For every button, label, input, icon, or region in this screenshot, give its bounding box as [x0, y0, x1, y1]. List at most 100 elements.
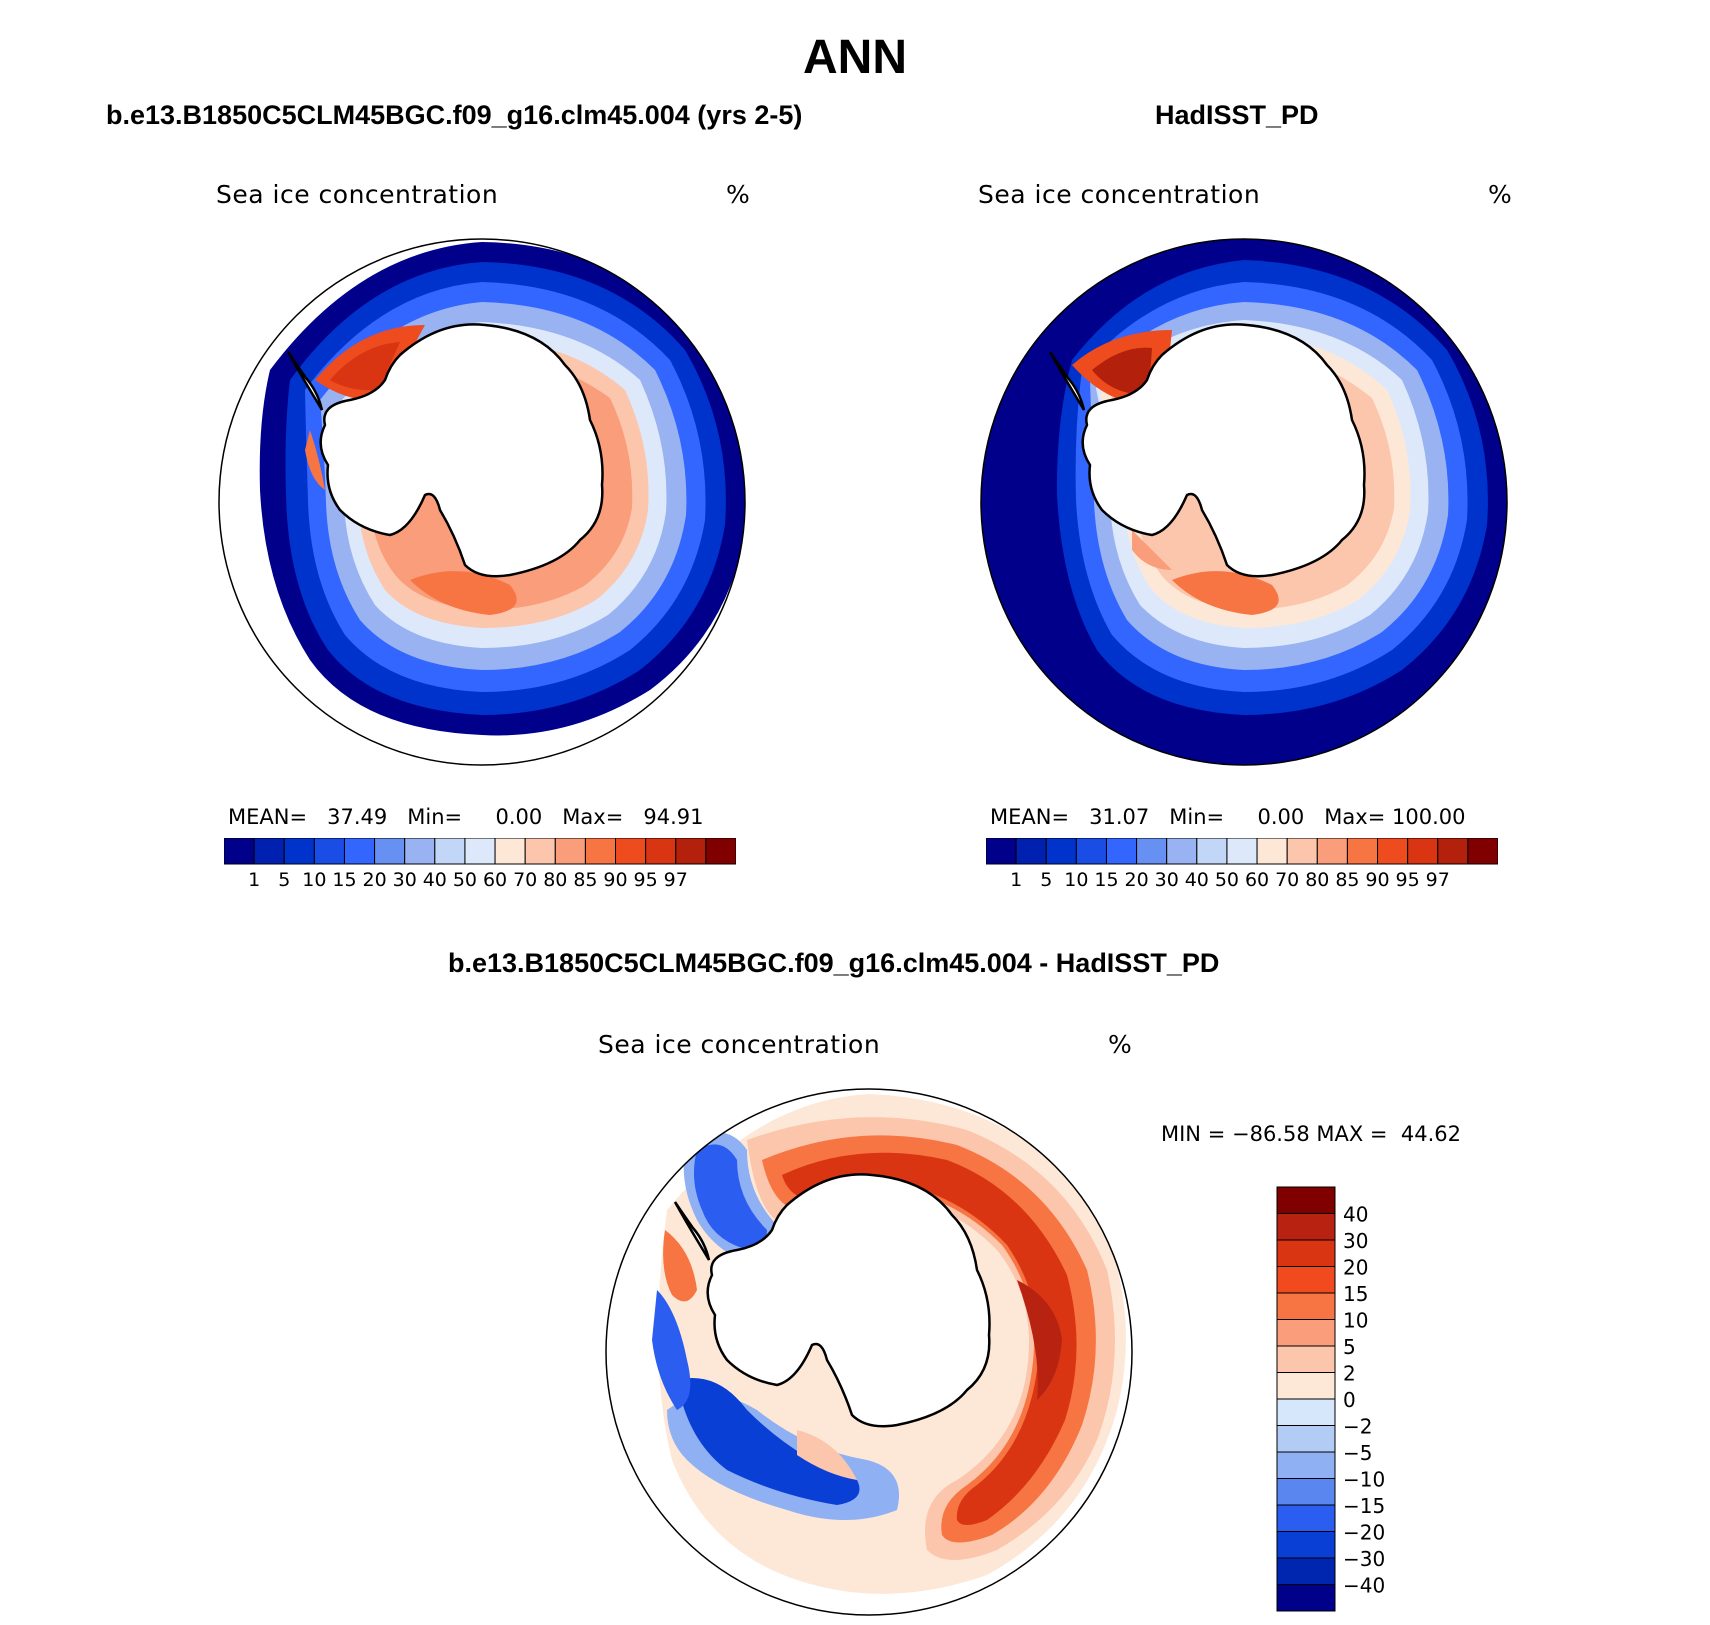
panel-1-colorbar-tick-label: 60: [483, 869, 507, 888]
difference-colorbar-tick-label: 40: [1343, 1203, 1368, 1227]
panel-1-colorbar-tick-label: 40: [423, 869, 447, 888]
difference-colorbar-swatch: [1276, 1239, 1336, 1267]
panel-2-max-value: 100.00: [1392, 805, 1466, 829]
panel-2-colorbar-tick-label: 40: [1185, 869, 1209, 888]
panel-1-colorbar: 1 5 10 15 20 30 40 50 60 70 80 85 90 95 97: [224, 838, 736, 888]
panel-2-colorbar-swatch: [1256, 838, 1288, 865]
panel-2-colorbar-swatch: [1196, 838, 1228, 865]
difference-max-label: MAX =: [1316, 1122, 1388, 1146]
panel-2-units-label: %: [1488, 180, 1513, 209]
panel-1-antarctica-outline: [319, 323, 604, 578]
panel-2-mean-label: MEAN=: [990, 805, 1070, 829]
difference-colorbar-tick-label: −10: [1343, 1468, 1385, 1492]
panel-2-colorbar-tick-label: 10: [1064, 869, 1088, 888]
panel-2-colorbar-swatch: [1105, 838, 1138, 865]
difference-colorbar-swatch: [1276, 1266, 1336, 1294]
difference-colorbar-tick-label: −30: [1343, 1547, 1385, 1571]
panel-1-colorbar-swatch: [494, 838, 526, 865]
difference-colorbar-swatch: [1276, 1504, 1336, 1532]
panel-1-colorbar-swatch: [675, 838, 707, 865]
difference-colorbar-swatch: [1276, 1213, 1336, 1241]
panel-1-colorbar-tick-label: 20: [362, 869, 386, 888]
panel-1-colorbar-tick-label: 90: [603, 869, 627, 888]
panel-2-colorbar-swatch: [1316, 838, 1348, 865]
panel-1-colorbar-swatch: [464, 838, 496, 865]
panel-2-colorbar-tick-label: 60: [1245, 869, 1269, 888]
difference-colorbar-tick-label: 10: [1343, 1309, 1368, 1333]
difference-colorbar-tick-label: 5: [1343, 1335, 1356, 1359]
panel-2-colorbar-swatch: [1015, 838, 1047, 865]
difference-colorbar-tick-label: 0: [1343, 1388, 1356, 1412]
panel-1-colorbar-tick-label: 5: [278, 869, 290, 888]
panel-2-colorbar-swatch: [1075, 838, 1107, 865]
panel-1-colorbar-swatch: [554, 838, 586, 865]
panel-1-colorbar-swatch: [374, 838, 406, 865]
panel-1-colorbar-swatch: [434, 838, 466, 865]
panel-1-colorbar-tick-label: 15: [332, 869, 356, 888]
difference-colorbar-tick-label: −40: [1343, 1574, 1385, 1598]
difference-colorbar-swatch: [1276, 1451, 1336, 1479]
panel-2-colorbar-swatch: [1226, 838, 1258, 865]
panel-1-max-label: Max=: [562, 805, 624, 829]
difference-colorbar-tick-label: 20: [1343, 1256, 1368, 1280]
panel-1-colorbar-swatch: [253, 838, 285, 865]
panel-2-ice-field: [981, 239, 1507, 765]
panel-2-colorbar-swatch: [986, 838, 1017, 865]
panel-2-max-label: Max=: [1324, 805, 1386, 829]
panel-1-max-value: 94.91: [643, 805, 704, 829]
panel-1-mean-value: 37.49: [327, 805, 388, 829]
panel-1-colorbar-tick-label: 30: [393, 869, 417, 888]
panel-1-ice-field: [219, 239, 745, 765]
panel-2-colorbar-tick-label: 5: [1040, 869, 1052, 888]
panel-1-colorbar-swatch: [615, 838, 647, 865]
difference-variable-label: Sea ice concentration: [598, 1030, 881, 1059]
difference-colorbar-swatch: [1276, 1398, 1336, 1426]
panel-2-map-boundary: [980, 238, 1508, 766]
panel-1-units-label: %: [726, 180, 751, 209]
difference-antarctica-outline: [706, 1173, 991, 1428]
panel-1-colorbar-tick-label: 1: [248, 869, 260, 888]
panel-2-colorbar-swatch: [1136, 838, 1168, 865]
panel-2-colorbar-swatch: [1166, 838, 1198, 865]
difference-colorbar-tick-label: −2: [1343, 1415, 1372, 1439]
difference-colorbar-swatch: [1276, 1531, 1336, 1559]
difference-colorbar-tick-label: −5: [1343, 1441, 1372, 1465]
panel-2-colorbar: 1 5 10 15 20 30 40 50 60 70 80 85 90 95 97: [986, 838, 1498, 888]
difference-colorbar-swatch: [1276, 1425, 1336, 1453]
panel-1-colorbar-tick-label: 10: [302, 869, 326, 888]
panel-2-colorbar-tick-label: 95: [1396, 869, 1420, 888]
difference-colorbar-tick-label: −20: [1343, 1521, 1385, 1545]
panel-2-case-title: HadISST_PD: [1155, 100, 1319, 130]
difference-colorbar-tick-label: −15: [1343, 1494, 1385, 1518]
panel-1-colorbar-swatch: [584, 838, 617, 865]
panel-2-colorbar-tick-label: 15: [1094, 869, 1118, 888]
panel-1-map-boundary: [218, 238, 746, 766]
difference-colorbar-swatch: [1276, 1345, 1336, 1373]
panel-2-mean-value: 31.07: [1089, 805, 1150, 829]
panel-2-colorbar-tick-label: 90: [1365, 869, 1389, 888]
difference-max-value: 44.62: [1400, 1122, 1462, 1146]
panel-2-colorbar-swatch: [1407, 838, 1439, 865]
page-title: ANN: [803, 31, 907, 84]
difference-colorbar-swatch: [1276, 1557, 1336, 1585]
panel-1-colorbar-swatch: [343, 838, 376, 865]
difference-units-label: %: [1108, 1030, 1133, 1059]
difference-colorbar-tick-label: 2: [1343, 1362, 1356, 1386]
panel-1-variable-label: Sea ice concentration: [216, 180, 499, 209]
panel-2-polar-map: [980, 238, 1508, 766]
panel-1-polar-map: [218, 238, 746, 766]
panel-2-antarctica-outline: [1081, 323, 1366, 578]
difference-min-label: MIN =: [1161, 1122, 1226, 1146]
panel-1-colorbar-tick-label: 70: [513, 869, 537, 888]
difference-colorbar-swatch: [1276, 1584, 1336, 1612]
panel-1-colorbar-swatch: [283, 838, 315, 865]
panel-1-colorbar-tick-label: 97: [664, 869, 688, 888]
difference-colorbar-swatch: [1276, 1292, 1336, 1320]
panel-1-colorbar-swatch: [705, 838, 736, 865]
difference-colorbar-swatch: [1276, 1319, 1336, 1347]
difference-case-title: b.e13.B1850C5CLM45BGC.f09_g16.clm45.004 …: [448, 948, 1220, 978]
difference-polar-map: [605, 1088, 1133, 1616]
panel-1-colorbar-swatch: [224, 838, 255, 865]
difference-min-max: MIN = −86.58 MAX = 44.62: [1161, 1122, 1461, 1146]
